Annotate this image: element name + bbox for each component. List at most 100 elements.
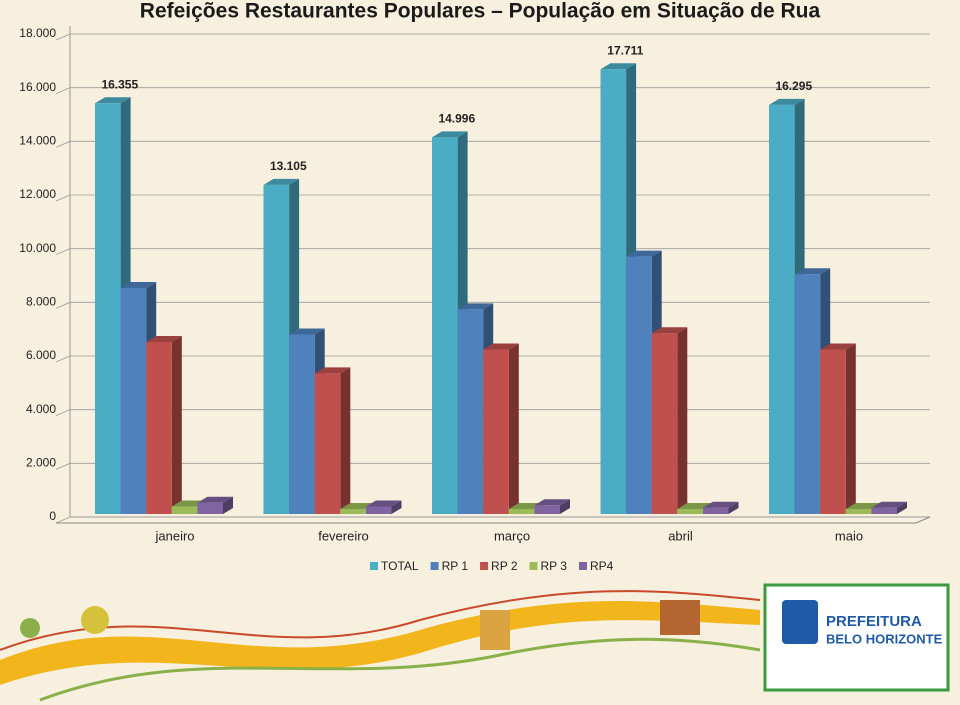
bar-top xyxy=(289,328,325,335)
y-tick-label: 6.000 xyxy=(26,348,56,362)
legend-label: RP 1 xyxy=(442,559,469,573)
bar xyxy=(314,367,351,514)
bar-side xyxy=(677,327,688,514)
bar-top xyxy=(871,501,907,508)
y-tick-label: 10.000 xyxy=(19,241,56,255)
bar-side xyxy=(340,367,351,514)
y-tick-label: 0 xyxy=(49,509,56,523)
bar-side xyxy=(897,501,907,514)
logo-text: BELO HORIZONTE xyxy=(826,631,943,646)
bar xyxy=(871,501,907,514)
bar-front xyxy=(820,349,846,514)
chart-title: Refeições Restaurantes Populares – Popul… xyxy=(140,0,821,23)
bar-front xyxy=(120,288,147,514)
bar-side xyxy=(560,499,570,514)
bar-top xyxy=(95,97,131,104)
wave-line xyxy=(0,590,761,651)
bar-front xyxy=(483,349,509,514)
y-tick-label: 12.000 xyxy=(19,187,56,201)
bar-top xyxy=(702,501,739,508)
x-tick-label: abril xyxy=(668,528,693,543)
bar-front xyxy=(677,508,703,514)
bar xyxy=(365,500,402,514)
bar-front xyxy=(289,334,315,514)
bar-top xyxy=(769,98,805,105)
bar-front xyxy=(432,137,458,514)
bar-front xyxy=(871,507,897,514)
bar-front xyxy=(197,502,223,514)
legend-swatch xyxy=(370,562,378,570)
legend-swatch xyxy=(480,562,489,570)
x-tick-label: fevereiro xyxy=(318,528,369,543)
bar-front xyxy=(702,507,729,514)
building xyxy=(480,610,510,650)
y-tick-label: 2.000 xyxy=(26,456,56,470)
bar-top xyxy=(146,335,182,342)
bar-front xyxy=(365,506,392,514)
y-tick-label: 16.000 xyxy=(19,80,56,94)
logo-text: PREFEITURA xyxy=(826,613,922,630)
decoration: PREFEITURA BELO HORIZONTE xyxy=(0,583,950,702)
bar xyxy=(483,343,519,514)
legend-label: TOTAL xyxy=(381,559,419,573)
bar-front xyxy=(340,508,366,514)
bar-top xyxy=(820,343,856,350)
bar-front xyxy=(534,505,560,514)
bar-top xyxy=(197,496,233,503)
bar-front xyxy=(626,256,652,514)
legend-swatch xyxy=(578,562,587,570)
data-label: 14.996 xyxy=(438,112,475,126)
bar-front xyxy=(263,184,290,514)
bar-top xyxy=(314,367,351,374)
bar-front xyxy=(314,373,341,514)
bar-top xyxy=(626,250,662,257)
grid-line xyxy=(55,33,930,41)
bar xyxy=(651,327,688,514)
legend-swatch xyxy=(430,562,439,570)
bar xyxy=(197,496,233,514)
data-label: 16.295 xyxy=(775,79,812,93)
legend-label: RP 2 xyxy=(491,559,518,573)
bar-side xyxy=(223,496,233,514)
grid-line xyxy=(55,248,930,256)
bar-side xyxy=(728,501,739,514)
bar-side xyxy=(171,335,182,514)
bar-top xyxy=(263,178,300,185)
x-tick-label: janeiro xyxy=(154,528,194,543)
bar-side xyxy=(391,500,402,514)
bar-front xyxy=(769,104,795,514)
wave-line xyxy=(39,637,761,702)
legend-swatch xyxy=(529,562,538,570)
bar-front xyxy=(171,506,198,514)
bar-front xyxy=(146,341,172,514)
bar xyxy=(702,501,739,514)
floor xyxy=(56,516,931,524)
tree xyxy=(81,606,109,634)
grid-line xyxy=(55,194,930,202)
bar xyxy=(820,343,856,514)
bar-top xyxy=(651,327,688,334)
wave xyxy=(0,601,760,685)
bar xyxy=(432,131,468,514)
grid-line xyxy=(55,516,930,524)
tree xyxy=(20,618,40,638)
bar xyxy=(534,499,570,514)
bar-top xyxy=(794,268,831,275)
bar-front xyxy=(508,508,535,514)
bar-front xyxy=(457,309,484,514)
bar-top xyxy=(365,500,402,507)
bar-front xyxy=(794,274,821,514)
bar-front xyxy=(651,333,678,514)
logo-crest xyxy=(782,600,818,644)
x-tick-label: maio xyxy=(835,528,863,543)
data-label: 13.105 xyxy=(270,159,307,173)
grid-line xyxy=(55,87,930,95)
legend-label: RP 3 xyxy=(541,559,568,573)
data-label: 17.711 xyxy=(607,43,643,57)
y-tick-label: 14.000 xyxy=(19,134,56,148)
bar-side xyxy=(845,343,856,514)
y-tick-label: 18.000 xyxy=(19,26,56,40)
data-label: 16.355 xyxy=(101,77,138,91)
bar-front xyxy=(845,508,872,514)
